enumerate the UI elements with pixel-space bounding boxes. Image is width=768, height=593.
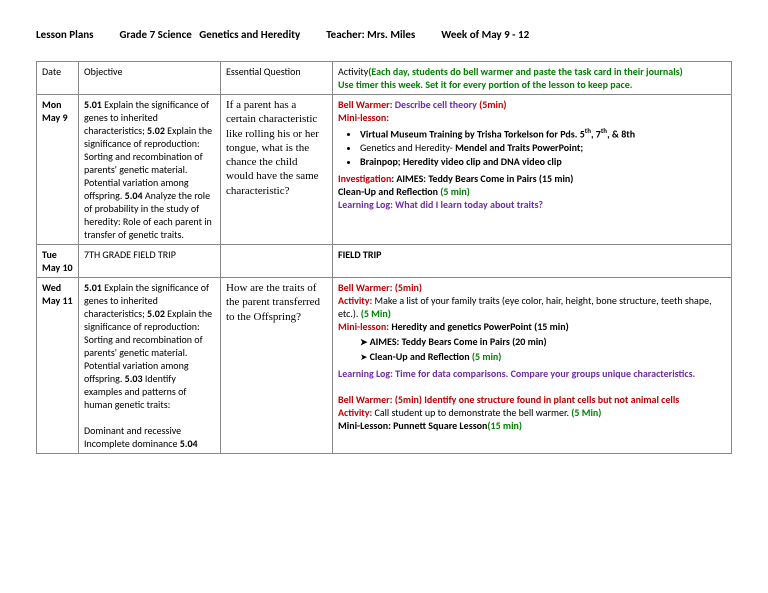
- header-week: Week of May 9 - 12: [441, 28, 529, 41]
- date-cell: Wed May 11: [37, 278, 79, 454]
- activity-cell: FIELD TRIP: [333, 245, 732, 278]
- col-objective: Objective: [79, 62, 221, 95]
- col-eq: Essential Question: [221, 62, 333, 95]
- eq-cell: If a parent has a certain characteristic…: [221, 95, 333, 245]
- mini-lesson-list: AIMES: Teddy Bears Come in Pairs (20 min…: [338, 335, 726, 363]
- table-row: Mon May 9 5.01 Explain the significance …: [37, 95, 732, 245]
- objective-cell: 7TH GRADE FIELD TRIP: [79, 245, 221, 278]
- activity-cell: Bell Warmer: (5min) Activity: Make a lis…: [333, 278, 732, 454]
- header-grade: Grade 7 Science Genetics and Heredity: [120, 28, 301, 41]
- table-header-row: Date Objective Essential Question Activi…: [37, 62, 732, 95]
- lesson-plan-table: Date Objective Essential Question Activi…: [36, 61, 732, 454]
- table-row: Tue May 10 7TH GRADE FIELD TRIP FIELD TR…: [37, 245, 732, 278]
- col-date: Date: [37, 62, 79, 95]
- page-header: Lesson Plans Grade 7 Science Genetics an…: [36, 28, 732, 41]
- date-cell: Tue May 10: [37, 245, 79, 278]
- date-cell: Mon May 9: [37, 95, 79, 245]
- mini-lesson-list: Virtual Museum Training by Trisha Torkel…: [338, 126, 726, 168]
- objective-cell: 5.01 Explain the significance of genes t…: [79, 95, 221, 245]
- eq-cell: How are the traits of the parent transfe…: [221, 278, 333, 454]
- activity-cell: Bell Warmer: Describe cell theory (5min)…: [333, 95, 732, 245]
- col-activity: Activity(Each day, students do bell warm…: [333, 62, 732, 95]
- objective-cell: 5.01 Explain the significance of genes t…: [79, 278, 221, 454]
- header-teacher: Teacher: Mrs. Miles: [326, 28, 415, 41]
- header-lesson-plans: Lesson Plans: [36, 28, 94, 41]
- table-row: Wed May 11 5.01 Explain the significance…: [37, 278, 732, 454]
- eq-cell: [221, 245, 333, 278]
